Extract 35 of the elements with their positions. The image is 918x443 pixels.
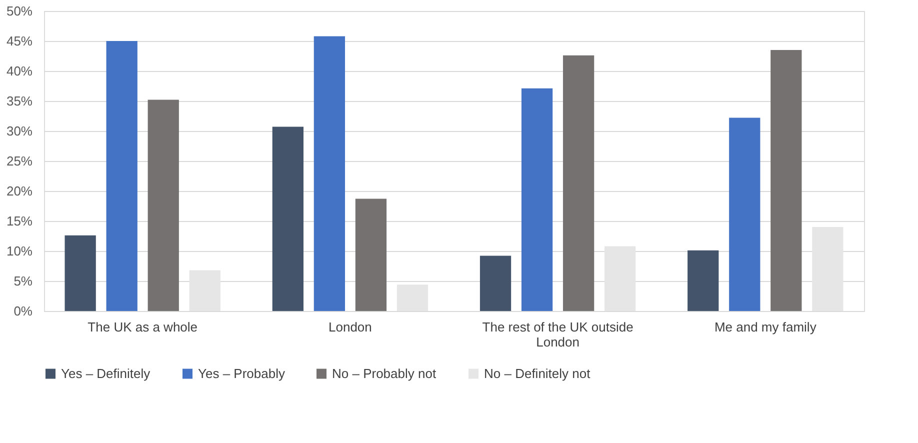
bar — [355, 198, 387, 311]
bar — [812, 227, 844, 311]
x-tick-label: London — [328, 320, 372, 334]
bar — [314, 36, 346, 311]
bar — [106, 41, 138, 311]
y-tick-label: 10% — [6, 244, 33, 258]
y-tick-label: 30% — [6, 124, 33, 138]
x-tick-label: The UK as a whole — [88, 320, 198, 334]
bar — [729, 118, 760, 311]
y-tick-label: 45% — [6, 34, 33, 48]
legend-label: Yes – Probably — [198, 366, 286, 381]
y-tick-label: 15% — [6, 214, 33, 228]
bar — [688, 250, 719, 311]
bar — [272, 126, 304, 311]
legend-label: No – Definitely not — [484, 366, 591, 381]
bar — [521, 88, 553, 311]
bar — [396, 284, 428, 311]
bar — [770, 50, 802, 311]
bar — [148, 100, 179, 311]
bar — [562, 55, 594, 311]
y-tick-label: 35% — [6, 94, 33, 108]
y-tick-label: 5% — [14, 274, 33, 288]
y-tick-label: 0% — [14, 304, 33, 318]
legend-label: Yes – Definitely — [61, 366, 151, 381]
y-tick-label: 25% — [6, 154, 33, 168]
legend-label: No – Probably not — [332, 366, 436, 381]
bar — [480, 256, 512, 311]
x-tick-label: Me and my family — [714, 320, 817, 334]
y-tick-label: 50% — [6, 4, 33, 18]
y-tick-label: 40% — [6, 64, 33, 78]
x-tick-label: The rest of the UK outside London — [482, 320, 634, 350]
bar — [189, 270, 220, 311]
y-tick-label: 20% — [6, 184, 33, 198]
bar — [604, 246, 636, 311]
bar — [64, 235, 96, 311]
